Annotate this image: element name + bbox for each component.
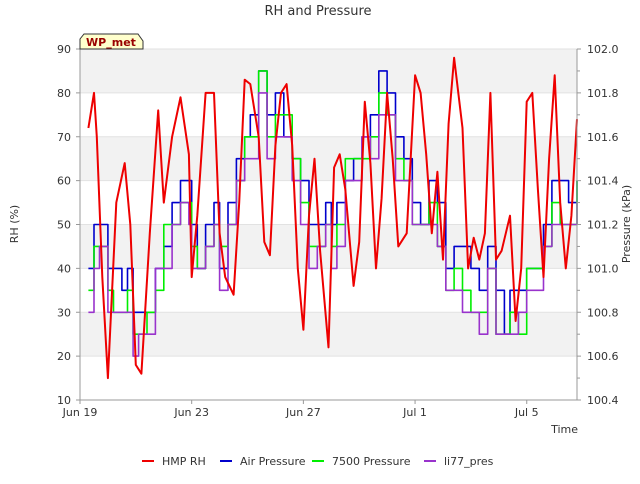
- legend-label: 7500 Pressure: [332, 455, 411, 468]
- y-left-tick-label: 90: [57, 43, 71, 56]
- y-left-tick-label: 80: [57, 87, 71, 100]
- y-right-tick-label: 100.6: [587, 350, 619, 363]
- chart-title: RH and Pressure: [264, 4, 371, 19]
- y-left-tick-label: 50: [57, 219, 71, 232]
- y-left-tick-label: 30: [57, 306, 71, 319]
- plot-band: [80, 356, 577, 400]
- x-tick-label: Jul 1: [402, 406, 427, 419]
- plot-band: [80, 49, 577, 93]
- axis-left-ticks: 10 20 30 40 50 60 70 80 90: [57, 43, 80, 407]
- y-right-tick-label: 102.0: [587, 43, 619, 56]
- x-tick-label: Jun 27: [285, 406, 321, 419]
- series-line-li77-pres: [88, 92, 578, 357]
- y-axis-right-label: Pressure (kPa): [620, 185, 633, 263]
- series-line-hmp-rh: [87, 56, 578, 380]
- y-right-tick-label: 100.4: [587, 394, 619, 407]
- station-badge-label: WP_met: [86, 36, 136, 49]
- y-right-tick-label: 101.8: [587, 87, 619, 100]
- y-right-tick-label: 100.8: [587, 306, 619, 319]
- legend: HMP RH Air Pressure 7500 Pressure li77_pres: [142, 455, 494, 468]
- station-badge: WP_met: [79, 33, 144, 50]
- plot-series: [87, 56, 578, 380]
- y-right-tick-label: 101.4: [587, 175, 619, 188]
- y-axis-left-label: RH (%): [8, 205, 21, 243]
- plot-band: [80, 92, 577, 137]
- y-left-tick-label: 70: [57, 131, 71, 144]
- y-right-tick-label: 101.0: [587, 262, 619, 275]
- y-left-tick-label: 20: [57, 350, 71, 363]
- y-left-tick-label: 60: [57, 175, 71, 188]
- legend-label: Air Pressure: [240, 455, 306, 468]
- axis-right-ticks: 100.4 100.6 100.8 101.0 101.2 101.4 101.6 101.8…: [577, 43, 619, 407]
- x-axis-label: Time: [550, 423, 578, 436]
- legend-label: HMP RH: [162, 455, 206, 468]
- y-left-tick-label: 10: [57, 394, 71, 407]
- y-right-tick-label: 101.2: [587, 219, 619, 232]
- x-tick-label: Jul 5: [514, 406, 539, 419]
- x-tick-label: Jun 23: [173, 406, 209, 419]
- legend-label: li77_pres: [444, 455, 494, 468]
- x-tick-label: Jun 19: [62, 406, 98, 419]
- y-left-tick-label: 40: [57, 262, 71, 275]
- y-right-tick-label: 101.6: [587, 131, 619, 144]
- axis-x-ticks: Jun 19 Jun 23 Jun 27 Jul 1 Jul 5: [62, 400, 539, 419]
